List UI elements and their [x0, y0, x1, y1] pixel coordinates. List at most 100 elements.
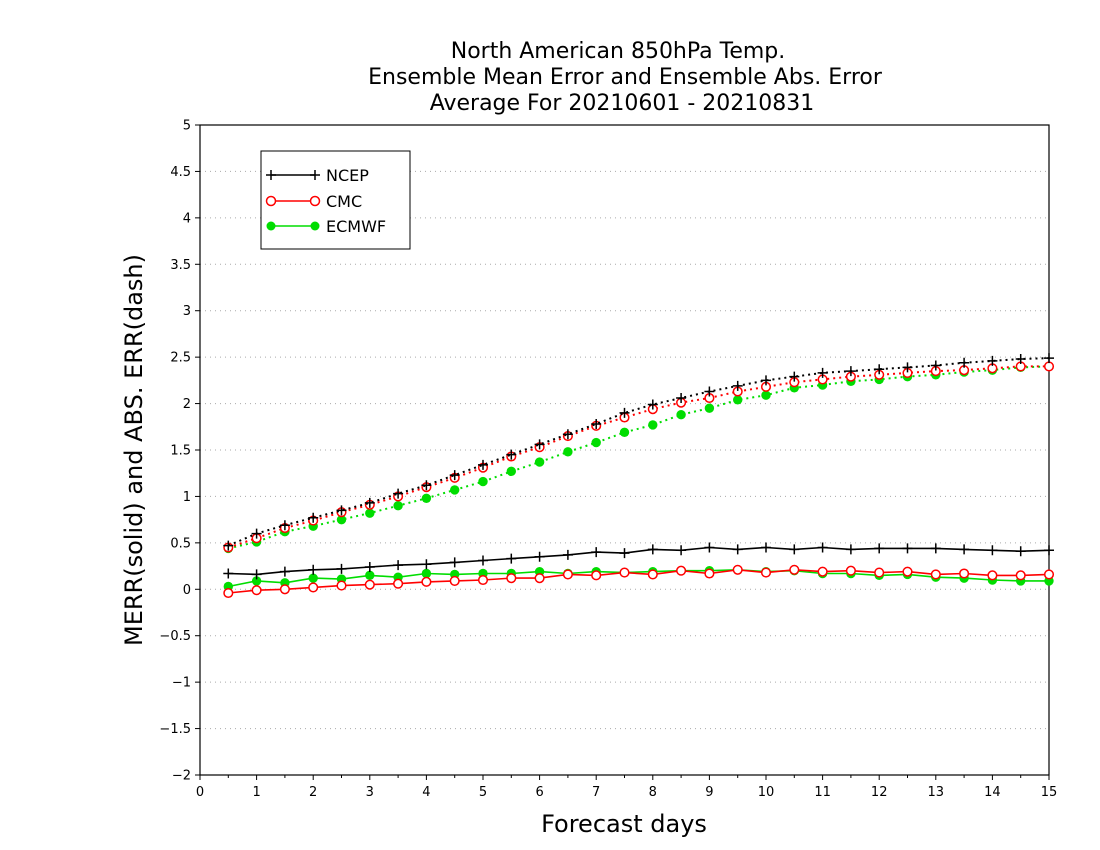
- data-point: [591, 570, 602, 581]
- series-ncep: [223, 353, 1054, 580]
- chart-title-line-2: Ensemble Mean Error and Ensemble Abs. Er…: [368, 65, 883, 90]
- x-tick-label: 7: [592, 785, 600, 800]
- data-point: [619, 548, 630, 559]
- legend: NCEP CMC ECMWF: [260, 150, 411, 250]
- data-point: [930, 543, 941, 554]
- data-point: [1015, 570, 1026, 581]
- data-point: [393, 488, 404, 499]
- data-point: [761, 542, 771, 553]
- data-point: [563, 447, 573, 457]
- legend-box: [260, 150, 411, 250]
- x-tick-label: 14: [984, 785, 1001, 800]
- y-axis-label: MERR(solid) and ABS. ERR(dash): [120, 254, 148, 646]
- data-point: [223, 540, 234, 551]
- data-point: [959, 544, 970, 555]
- data-point: [251, 585, 262, 596]
- data-point: [279, 520, 290, 531]
- x-axis-label: Forecast days: [541, 810, 707, 838]
- data-point: [845, 544, 856, 555]
- data-point: [817, 542, 828, 553]
- x-tick-label: 12: [871, 785, 888, 800]
- data-point: [704, 403, 715, 413]
- chart-title-line-1: North American 850hPa Temp.: [451, 39, 786, 64]
- data-point: [676, 565, 687, 576]
- data-point: [223, 587, 234, 599]
- legend-label-cmc: CMC: [326, 192, 362, 211]
- x-tick-label: 15: [1041, 785, 1058, 800]
- data-point: [336, 563, 347, 574]
- data-point: [421, 480, 432, 491]
- data-point: [251, 576, 262, 586]
- data-point: [365, 570, 375, 581]
- data-point: [817, 367, 828, 378]
- data-point: [647, 569, 658, 580]
- data-point: [449, 470, 460, 481]
- data-point: [450, 485, 460, 495]
- y-tick-label: 4.5: [170, 165, 191, 180]
- data-point: [761, 390, 771, 400]
- data-point: [506, 466, 516, 477]
- x-tick-label: 8: [649, 785, 657, 800]
- data-point: [477, 574, 489, 586]
- legend-item-ecmwf: ECMWF: [266, 217, 386, 236]
- data-point: [421, 493, 432, 503]
- y-tick-label: 1.5: [170, 444, 191, 459]
- data-point: [902, 362, 913, 373]
- legend-item-cmc: CMC: [265, 192, 362, 211]
- data-point: [449, 575, 460, 586]
- data-point: [364, 497, 375, 508]
- mean-error-line: [228, 568, 1049, 588]
- data-point: [676, 410, 686, 420]
- x-tick-label: 3: [366, 785, 374, 800]
- legend-label-ncep: NCEP: [326, 166, 369, 185]
- open-circle-marker-icon: [265, 195, 277, 207]
- data-point: [393, 501, 403, 511]
- y-tick-label: 1: [183, 490, 191, 505]
- chart-title-line-3: Average For 20210601 - 20210831: [430, 91, 815, 116]
- data-point: [647, 399, 658, 410]
- data-point: [279, 584, 290, 595]
- data-point: [336, 505, 347, 516]
- y-tick-label: 2.5: [170, 351, 191, 366]
- data-point: [874, 543, 885, 554]
- data-point: [562, 549, 573, 560]
- data-point: [421, 559, 432, 570]
- y-tick-label: −0.5: [159, 629, 191, 644]
- data-point: [534, 573, 545, 584]
- x-tick-label: 9: [705, 785, 713, 800]
- data-point: [959, 357, 970, 368]
- legend-item-ncep: NCEP: [266, 166, 369, 185]
- data-point: [987, 355, 998, 366]
- data-point: [845, 366, 856, 377]
- data-point: [733, 395, 743, 405]
- legend-label-ecmwf: ECMWF: [326, 217, 386, 236]
- filled-circle-marker-icon: [310, 221, 320, 231]
- data-point: [987, 545, 998, 556]
- y-tick-label: −1: [172, 676, 191, 691]
- data-point: [760, 567, 772, 578]
- x-axis-ticks: 0 1 2 3 4 5 6 7 8 9 10 11 12 13 14 15: [196, 775, 1057, 800]
- data-point: [1015, 354, 1026, 364]
- data-point: [1015, 546, 1026, 557]
- data-point: [619, 407, 630, 418]
- data-point: [421, 576, 432, 587]
- data-point: [1043, 361, 1055, 372]
- data-point: [704, 542, 715, 553]
- data-point: [704, 386, 715, 397]
- data-point: [478, 459, 488, 470]
- data-point: [1043, 569, 1055, 580]
- y-tick-label: 4: [183, 211, 191, 226]
- y-tick-label: 5: [183, 119, 191, 134]
- data-point: [478, 555, 488, 566]
- y-tick-label: 3: [183, 304, 191, 319]
- data-point: [1044, 353, 1054, 364]
- data-point: [308, 564, 319, 575]
- data-point: [534, 457, 545, 467]
- data-point: [789, 371, 800, 382]
- data-point: [393, 578, 404, 589]
- data-point: [506, 573, 517, 584]
- series-layer: [223, 353, 1055, 599]
- data-point: [789, 544, 800, 555]
